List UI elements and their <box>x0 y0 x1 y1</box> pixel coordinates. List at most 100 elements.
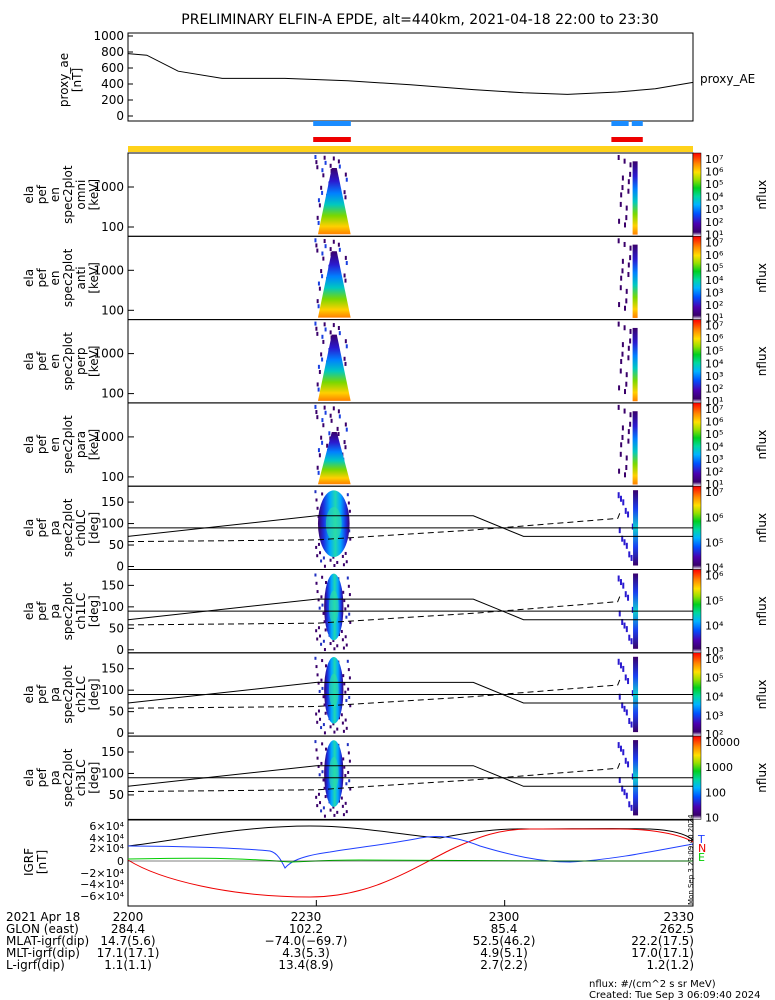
panel-ylabel: spec2plot <box>61 748 75 807</box>
orbit-row-value: 2330 <box>663 910 694 924</box>
panel-ylabel: spec2plot <box>61 248 75 307</box>
pa-speckle <box>624 757 627 764</box>
pa-speckle <box>316 506 319 510</box>
igrf-ytick: −2×10⁴ <box>80 867 124 880</box>
orbit-row-label: MLT-igrf(dip) <box>6 946 80 960</box>
flux-burst-secondary <box>632 244 638 318</box>
flux-speckle <box>329 413 332 418</box>
pa-speckle <box>343 599 346 603</box>
pa-speckle <box>314 656 317 660</box>
pa-speckle <box>621 785 624 792</box>
panel-ylabel: spec2plot <box>61 582 75 641</box>
orbit-row-value: 2200 <box>113 910 144 924</box>
pa-speckle <box>333 813 336 817</box>
pa-speckle <box>347 770 350 774</box>
flux-speckle <box>332 323 335 328</box>
flux-speckle <box>318 453 321 458</box>
orbit-row-value: 17.1(17.1) <box>97 946 160 960</box>
orbit-row-value: 13.4(8.9) <box>278 958 333 972</box>
pa-speckle <box>323 786 326 790</box>
flux-speckle <box>344 361 347 366</box>
orbit-row-value: 102.2 <box>289 922 323 936</box>
orbit-row-value: 52.5(46.2) <box>473 934 536 948</box>
colorbar-tick: 10⁵ <box>705 178 723 191</box>
pa-loss-cone-dashed <box>127 760 622 792</box>
pa-speckle <box>623 705 626 712</box>
flux-speckle <box>621 342 624 348</box>
colorbar-tick: 10² <box>705 216 723 229</box>
pa-speckle <box>630 554 633 561</box>
flux-burst-secondary <box>632 327 638 402</box>
flux-speckle <box>317 448 320 453</box>
flux-speckle <box>332 406 335 411</box>
flux-speckle <box>620 275 623 281</box>
flux-speckle <box>316 299 319 304</box>
pa-speckle <box>343 682 346 686</box>
flux-speckle <box>314 321 317 326</box>
pa-speckle <box>332 805 335 809</box>
pa-speckle <box>628 801 631 808</box>
flux-speckle <box>627 262 630 268</box>
flux-speckle <box>320 185 323 190</box>
flux-speckle <box>317 387 320 392</box>
flux-speckle <box>344 422 347 427</box>
colorbar-label: nflux <box>755 346 769 376</box>
pa-speckle <box>342 813 345 817</box>
panel-ylabel: ela <box>22 602 36 620</box>
orbit-row-label: GLON (east) <box>6 922 79 936</box>
pa-speckle <box>329 725 332 729</box>
flux-speckle <box>625 205 628 211</box>
pa-speckle <box>348 593 351 597</box>
pa-speckle <box>320 595 323 599</box>
pa-speckle <box>617 742 620 749</box>
flux-speckle <box>627 429 630 435</box>
orbit-row-value: 17.0(17.1) <box>631 946 694 960</box>
panel-ylabel: anti <box>74 266 88 289</box>
pa-speckle <box>345 643 348 647</box>
flux-speckle <box>345 261 348 266</box>
colorbar-label: nflux <box>755 180 769 210</box>
pa-speckle <box>329 642 332 646</box>
proxy-ae-ytick: 600 <box>101 61 124 75</box>
flux-burst-main <box>317 432 351 485</box>
pa-speckle <box>322 695 325 699</box>
pa-speckle <box>624 591 627 598</box>
colorbar-label: nflux <box>755 763 769 793</box>
flux-speckle <box>321 357 324 362</box>
panel-ylabel: spec2plot <box>61 332 75 391</box>
colorbar-tick: 10² <box>705 466 723 479</box>
flux-speckle <box>332 156 335 161</box>
pa-speckle <box>321 575 324 579</box>
flux-speckle <box>317 470 320 475</box>
colorbar-tick: 10³ <box>705 453 723 466</box>
flux-speckle <box>629 338 632 344</box>
colorbar-tick: 10⁶ <box>705 511 724 524</box>
colorbar-tick: 10³ <box>705 370 723 383</box>
flux-speckle <box>324 410 327 415</box>
flux-speckle <box>629 421 632 427</box>
pa-speckle <box>324 664 327 668</box>
pa-speckle <box>316 804 319 808</box>
pa-speckle <box>336 560 339 564</box>
pa-speckle <box>631 690 634 697</box>
flux-speckle <box>344 339 347 344</box>
flux-speckle <box>625 455 628 461</box>
flux-speckle <box>316 331 319 336</box>
pa-speckle <box>323 814 326 818</box>
pa-speckle <box>321 659 324 663</box>
pa-speckle <box>625 626 628 633</box>
flux-speckle <box>324 327 327 332</box>
flux-speckle <box>320 352 323 357</box>
pa-speckle <box>315 712 318 716</box>
pa-speckle <box>314 573 317 577</box>
pa-burst-core <box>328 673 339 707</box>
pa-ytick: 0 <box>116 560 124 574</box>
pa-speckle <box>316 637 319 641</box>
spectrogram-frame-1 <box>127 235 694 321</box>
pa-speckle <box>341 721 344 725</box>
igrf-blue-line <box>127 835 694 869</box>
proxy-ae-ytick: 1000 <box>93 29 124 43</box>
flux-speckle <box>316 465 319 470</box>
